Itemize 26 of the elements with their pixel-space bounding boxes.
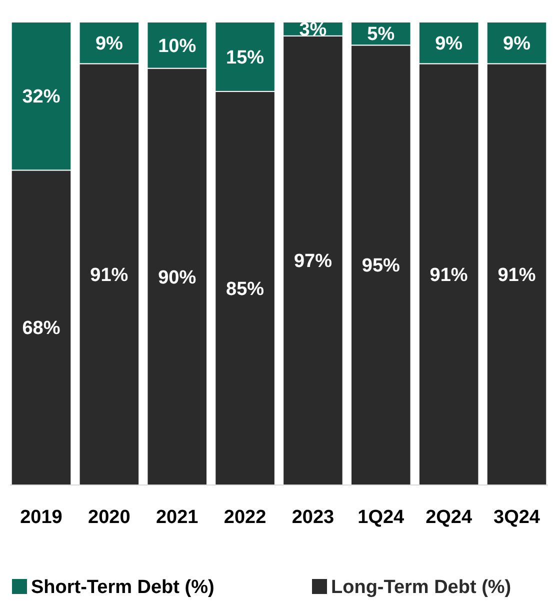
data-label: 10% <box>158 36 196 57</box>
x-tick-label: 2019 <box>20 507 62 528</box>
text: Long-Term Debt (%) <box>331 577 512 598</box>
data-label: 90% <box>158 267 196 288</box>
data-label: 3% <box>299 20 327 41</box>
data-label: 95% <box>362 256 400 277</box>
data-label: 68% <box>22 318 60 340</box>
data-label: 5% <box>367 24 395 46</box>
x-tick-label: 2022 <box>224 507 266 528</box>
data-label: 91% <box>498 264 536 286</box>
x-tick-label: 3Q24 <box>494 507 540 528</box>
data-label: 9% <box>435 33 463 54</box>
data-label: 91% <box>430 264 468 286</box>
x-tick-label: 2020 <box>88 507 130 528</box>
legend-label: Short-Term Debt (%) <box>31 577 214 598</box>
data-label: 32% <box>22 86 60 108</box>
x-tick-label: 2023 <box>292 507 334 528</box>
data-label: 91% <box>90 264 128 286</box>
data-label: 85% <box>226 278 264 300</box>
x-tick-label: 2021 <box>156 507 199 528</box>
data-label: 97% <box>294 251 332 272</box>
x-tick-label: 2Q24 <box>426 507 472 528</box>
data-label: 9% <box>503 33 531 54</box>
data-label: 9% <box>95 33 124 54</box>
data-label: 15% <box>226 47 264 68</box>
x-tick-label: 1Q24 <box>358 507 405 528</box>
